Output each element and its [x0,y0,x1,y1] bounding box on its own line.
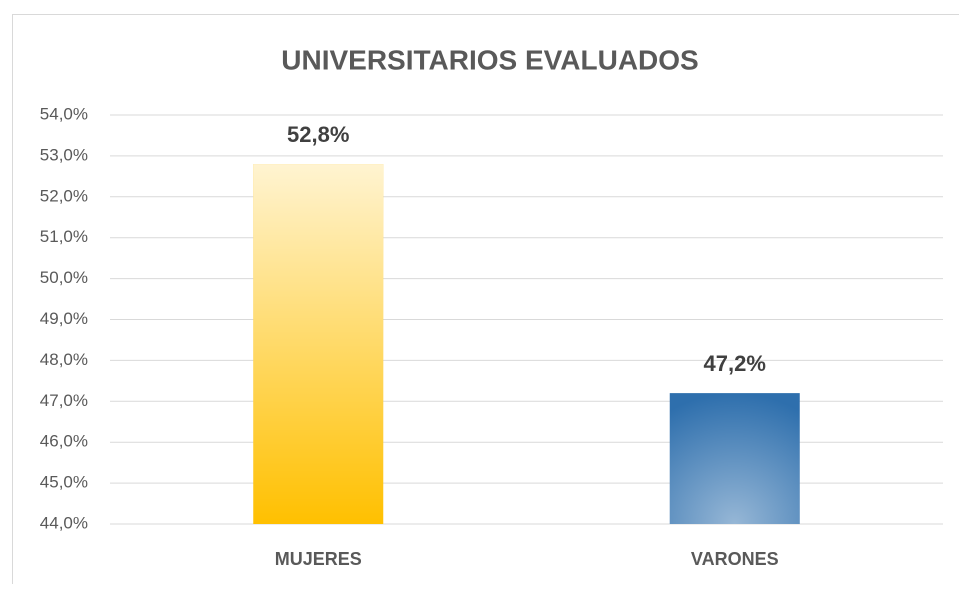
y-tick-label: 53,0% [40,145,88,164]
y-tick-label: 50,0% [40,268,88,287]
y-tick-label: 51,0% [40,227,88,246]
value-label: 52,8% [287,122,349,147]
value-label: 47,2% [704,351,766,376]
y-tick-label: 44,0% [40,513,88,532]
chart-border [13,15,959,585]
y-tick-label: 45,0% [40,473,88,492]
x-tick-label: MUJERES [275,549,362,569]
y-tick-label: 49,0% [40,309,88,328]
bar-shine [670,393,800,524]
bar-shine [253,164,383,524]
y-tick-label: 48,0% [40,350,88,369]
y-tick-label: 54,0% [40,104,88,123]
y-tick-label: 47,0% [40,391,88,410]
y-tick-label: 46,0% [40,432,88,451]
x-tick-label: VARONES [691,549,779,569]
y-tick-label: 52,0% [40,186,88,205]
chart-title: UNIVERSITARIOS EVALUADOS [281,44,698,75]
